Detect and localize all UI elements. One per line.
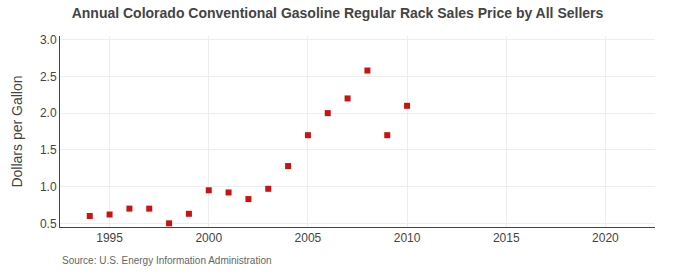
svg-text:Annual Colorado Conventional G: Annual Colorado Conventional Gasoline Re… (72, 5, 604, 21)
svg-text:0.5: 0.5 (40, 217, 57, 231)
svg-text:1.0: 1.0 (40, 180, 57, 194)
svg-text:2015: 2015 (493, 231, 520, 245)
svg-text:2010: 2010 (394, 231, 421, 245)
svg-text:2000: 2000 (195, 231, 222, 245)
svg-text:2005: 2005 (295, 231, 322, 245)
svg-text:2.5: 2.5 (40, 70, 57, 84)
svg-text:3.0: 3.0 (40, 33, 57, 47)
svg-text:2020: 2020 (592, 231, 619, 245)
svg-text:1.5: 1.5 (40, 143, 57, 157)
svg-text:Dollars per Gallon: Dollars per Gallon (9, 75, 25, 187)
svg-text:Source: U.S. Energy Informatio: Source: U.S. Energy Information Administ… (62, 255, 272, 266)
svg-text:2.0: 2.0 (40, 106, 57, 120)
svg-text:1995: 1995 (96, 231, 123, 245)
